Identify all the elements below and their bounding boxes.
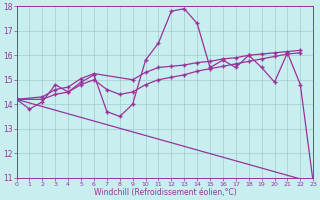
X-axis label: Windchill (Refroidissement éolien,°C): Windchill (Refroidissement éolien,°C): [93, 188, 236, 197]
